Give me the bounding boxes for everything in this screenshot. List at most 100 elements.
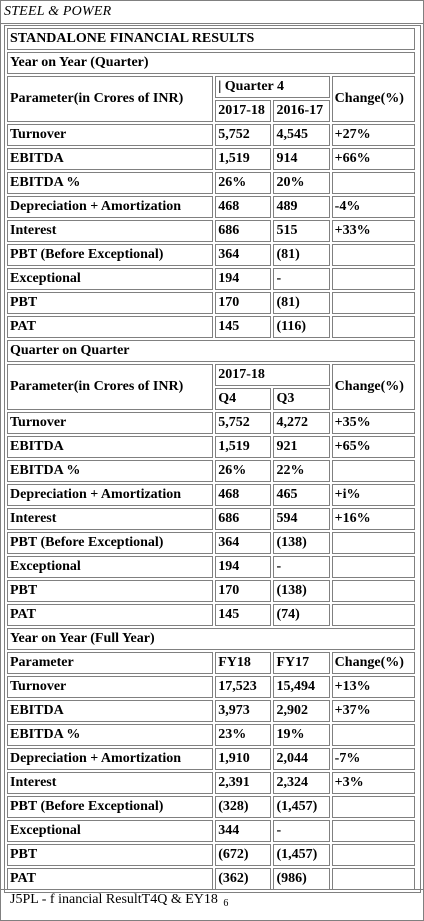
value-1: 194 <box>215 268 272 290</box>
parameter-header: Parameter(in Crores of INR) <box>7 364 214 410</box>
value-2: 465 <box>273 484 330 506</box>
table-row: Exceptional 194- <box>7 268 415 290</box>
header-divider <box>1 23 423 24</box>
change-value <box>331 844 415 866</box>
value-1: 3,973 <box>215 700 272 722</box>
change-value: +33% <box>331 220 415 242</box>
table-row: PBT (Before Exceptional) 364 (138) <box>7 532 415 554</box>
section-heading-row: Year on Year (Full Year) <box>7 628 415 650</box>
parameter-name: Turnover <box>7 412 214 434</box>
value-1: 17,523 <box>215 676 272 698</box>
parameter-name: PAT <box>7 604 214 626</box>
value-2: (74) <box>273 604 330 626</box>
table-row: EBITDA 3,973 2,902 +37% <box>7 700 415 722</box>
column-header-1: FY18 <box>215 652 272 674</box>
value-2: (138) <box>273 580 330 602</box>
parameter-name: PAT <box>7 316 214 338</box>
table-row: Depreciation + Amortization 468 465 +i% <box>7 484 415 506</box>
change-value: -4% <box>331 196 415 218</box>
parameter-name: Interest <box>7 772 214 794</box>
value-1: 2,391 <box>215 772 272 794</box>
change-value: +65% <box>331 436 415 458</box>
parameter-name: Turnover <box>7 124 214 146</box>
parameter-name: EBITDA <box>7 148 214 170</box>
change-value: +i% <box>331 484 415 506</box>
column-group-label: | Quarter 4 <box>215 76 330 98</box>
table-row: Exceptional 344- <box>7 820 415 842</box>
table-row: EBITDA 1,519 921 +65% <box>7 436 415 458</box>
section-heading: Quarter on Quarter <box>7 340 415 362</box>
section-heading: Year on Year (Quarter) <box>7 52 415 74</box>
table-row: Turnover 17,523 15,494 +13% <box>7 676 415 698</box>
value-2: 4,545 <box>273 124 330 146</box>
value-1: 468 <box>215 484 272 506</box>
change-value <box>331 604 415 626</box>
table-row: PBT (Before Exceptional) 364 (81) <box>7 244 415 266</box>
value-1: 686 <box>215 220 272 242</box>
table-row: PBT 170 (138) <box>7 580 415 602</box>
parameter-name: Depreciation + Amortization <box>7 748 214 770</box>
value-2: 515 <box>273 220 330 242</box>
parameter-header: Parameter(in Crores of INR) <box>7 76 214 122</box>
change-value <box>331 292 415 314</box>
column-group-row: Parameter(in Crores of INR) 2017-18 Change… <box>7 364 415 410</box>
change-value: +66% <box>331 148 415 170</box>
column-header-row: Q4 Q3 <box>7 388 415 410</box>
change-value <box>331 316 415 338</box>
parameter-name: PBT (Before Exceptional) <box>7 244 214 266</box>
column-header-2: Q3 <box>273 388 330 410</box>
change-value <box>331 556 415 578</box>
change-value <box>331 244 415 266</box>
parameter-name: Turnover <box>7 676 214 698</box>
parameter-name: Exceptional <box>7 556 214 578</box>
value-1: 1,519 <box>215 148 272 170</box>
change-value <box>331 868 415 890</box>
value-1: 344 <box>215 820 272 842</box>
value-2: 20% <box>273 172 330 194</box>
parameter-name: Exceptional <box>7 820 214 842</box>
value-2: - <box>273 820 330 842</box>
table-row: Depreciation + Amortization 468 489 -4% <box>7 196 415 218</box>
value-1: (362) <box>215 868 272 890</box>
value-2: 22% <box>273 460 330 482</box>
column-group-label: 2017-18 <box>215 364 330 386</box>
change-value <box>331 172 415 194</box>
column-header-1: Q4 <box>215 388 272 410</box>
change-value: +16% <box>331 508 415 530</box>
change-value: +37% <box>331 700 415 722</box>
table-row: Turnover 5,752 4,545 +27% <box>7 124 415 146</box>
change-value <box>331 268 415 290</box>
section-heading-row: Quarter on Quarter <box>7 340 415 362</box>
table-title: STANDALONE FINANCIAL RESULTS <box>7 28 415 50</box>
value-1: 194 <box>215 556 272 578</box>
parameter-name: Depreciation + Amortization <box>7 196 214 218</box>
value-1: (328) <box>215 796 272 818</box>
change-value: +3% <box>331 772 415 794</box>
value-2: (81) <box>273 244 330 266</box>
value-1: 5,752 <box>215 124 272 146</box>
table-row: EBITDA % 23% 19% <box>7 724 415 746</box>
value-1: 364 <box>215 244 272 266</box>
value-2: 19% <box>273 724 330 746</box>
value-2: 15,494 <box>273 676 330 698</box>
parameter-header: Parameter <box>7 652 214 674</box>
value-2: 2,044 <box>273 748 330 770</box>
results-container: STANDALONE FINANCIAL RESULTS Year on Yea… <box>4 25 421 893</box>
parameter-name: PBT (Before Exceptional) <box>7 532 214 554</box>
parameter-name: EBITDA % <box>7 460 214 482</box>
parameter-name: PAT <box>7 868 214 890</box>
value-1: 1,910 <box>215 748 272 770</box>
page-number: 6 <box>223 898 229 909</box>
table-row: EBITDA % 26% 22% <box>7 460 415 482</box>
table-row: PBT 170 (81) <box>7 292 415 314</box>
change-header: Change(%) <box>331 76 415 122</box>
table-row: PBT (672) (1,457) <box>7 844 415 866</box>
table-title-row: STANDALONE FINANCIAL RESULTS <box>7 28 415 50</box>
value-2: - <box>273 556 330 578</box>
value-1: 468 <box>215 196 272 218</box>
value-2: - <box>273 268 330 290</box>
value-2: (138) <box>273 532 330 554</box>
column-header-row: 2017-18 2016-17 <box>7 100 415 122</box>
parameter-name: PBT (Before Exceptional) <box>7 796 214 818</box>
footer: J5PL - f inancial ResultT4Q & EY18 6 <box>10 892 228 909</box>
